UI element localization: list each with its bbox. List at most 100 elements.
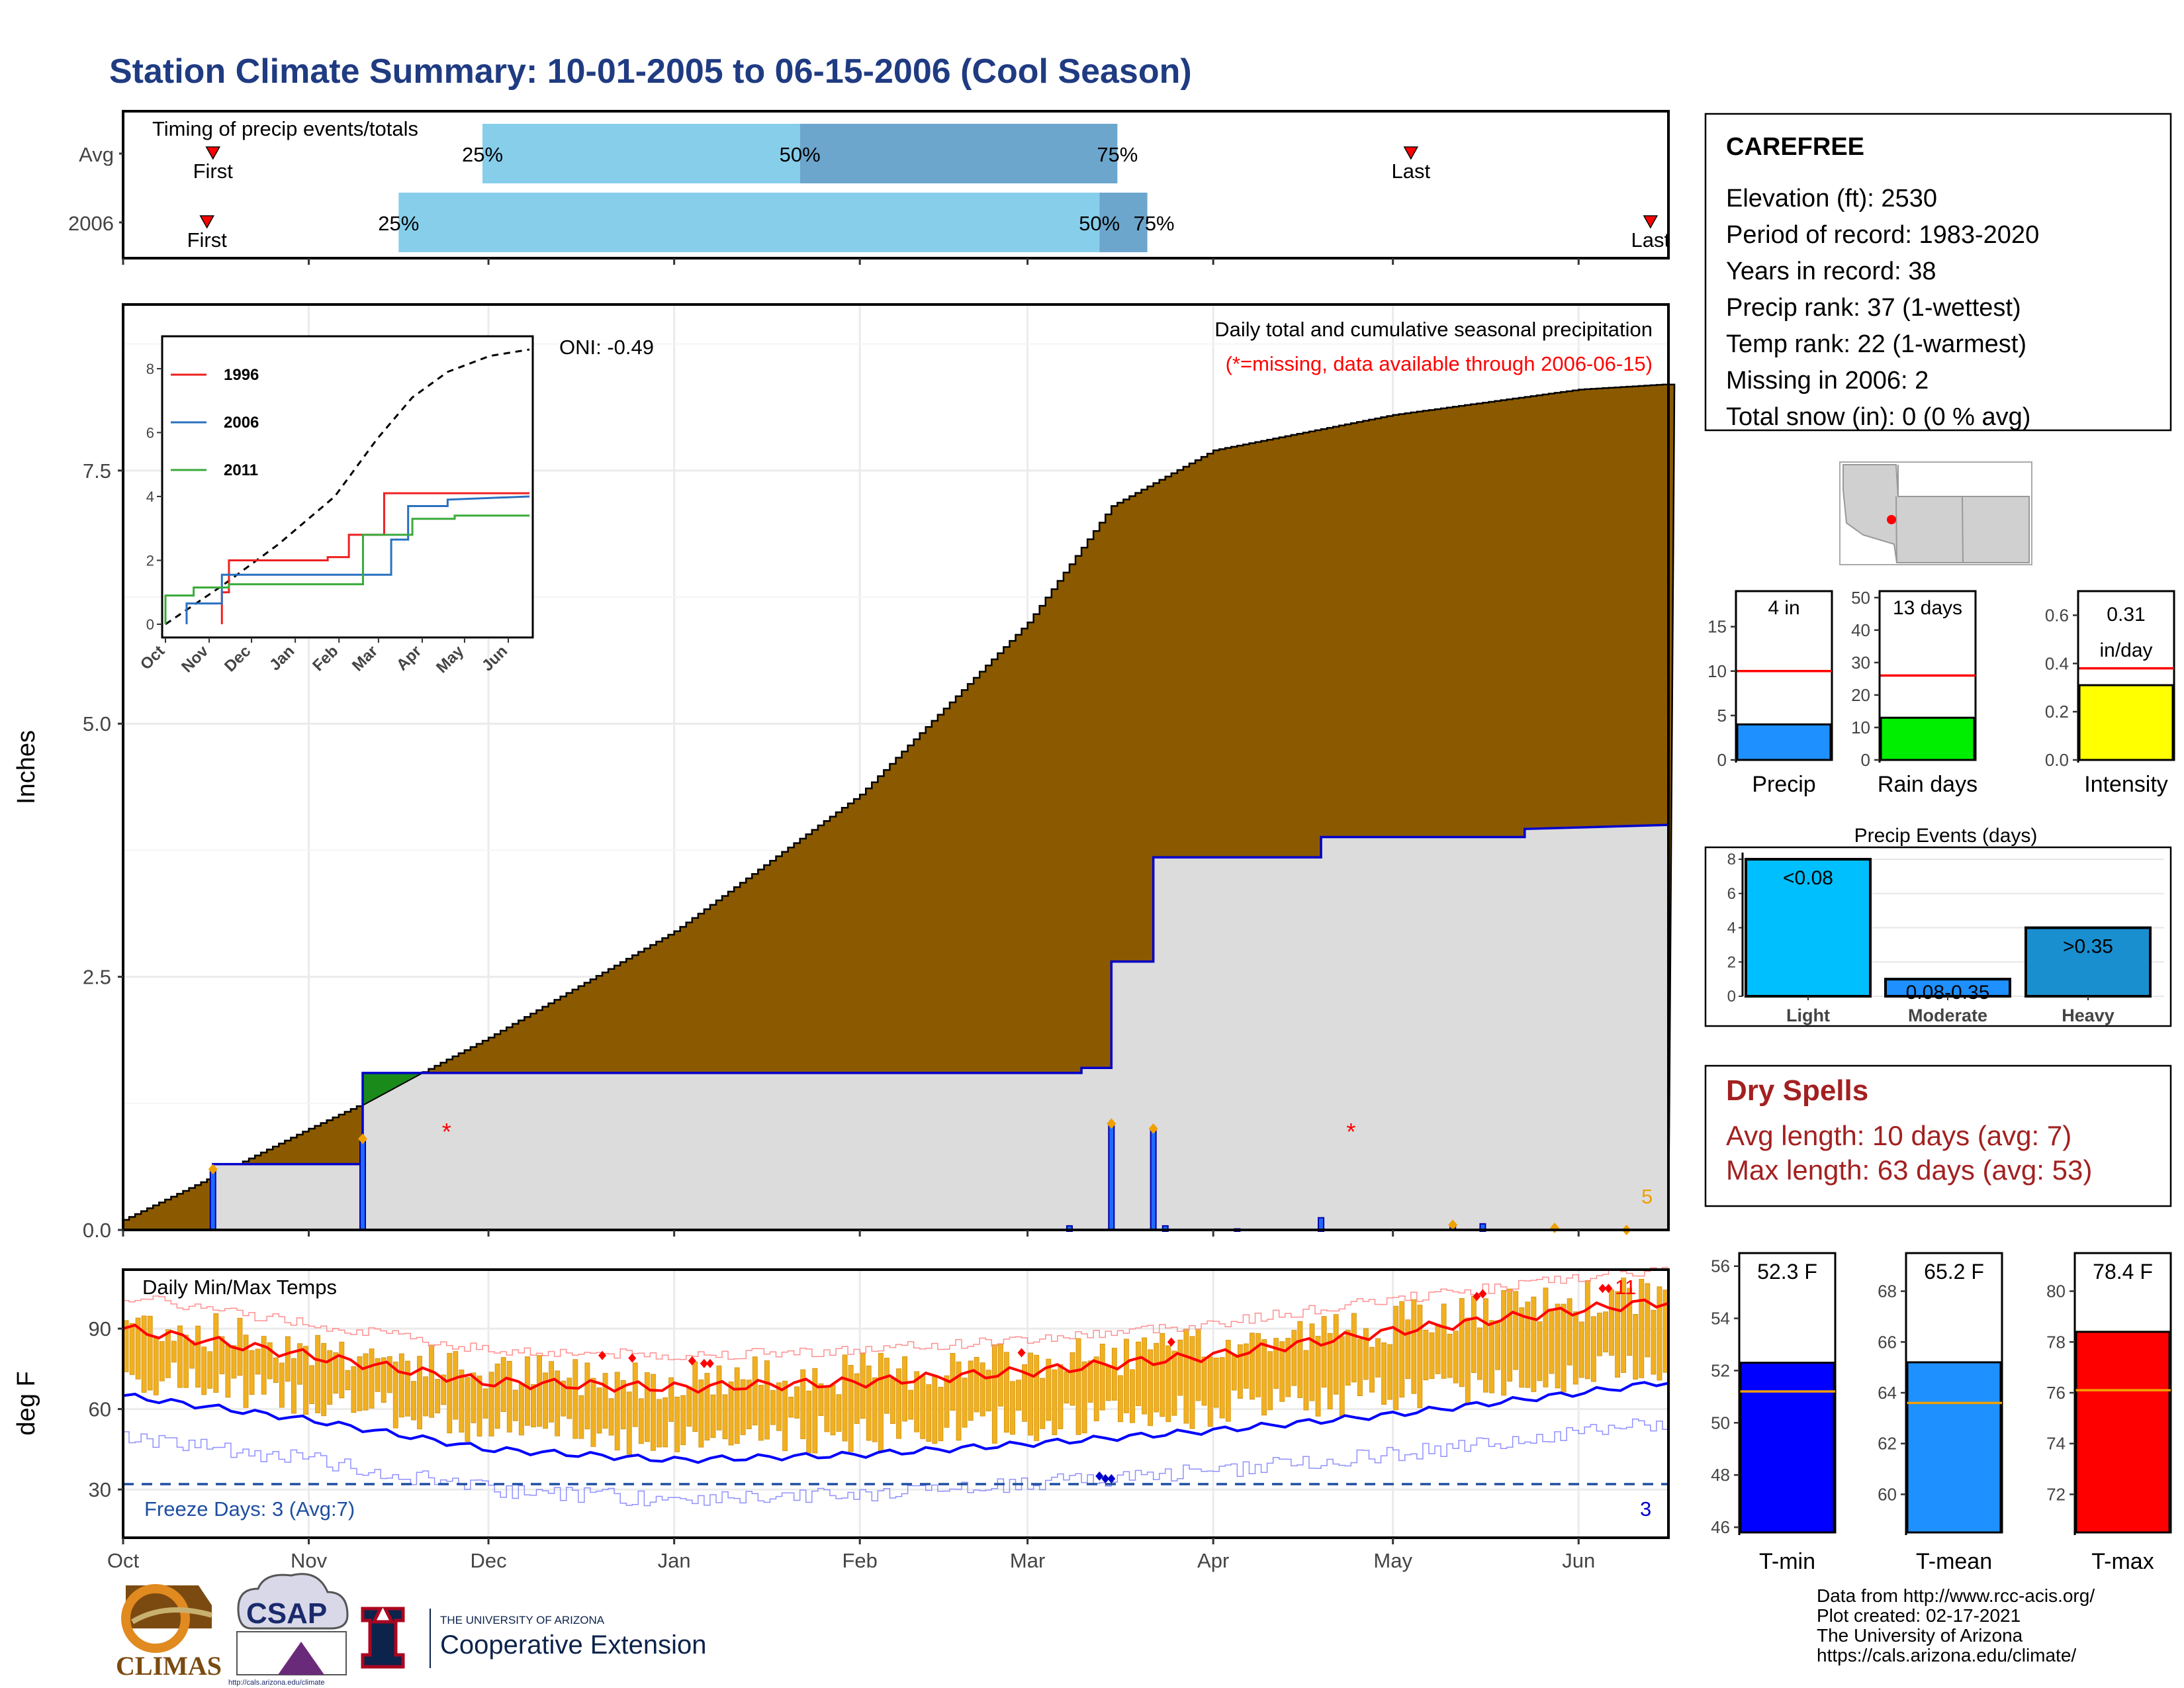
daily-temp-bar xyxy=(602,1373,608,1429)
daily-temp-bar xyxy=(596,1387,602,1434)
daily-temp-bar xyxy=(315,1335,321,1413)
first-label: First xyxy=(187,228,228,252)
inset-legend-label: 1996 xyxy=(224,366,259,384)
record-high-line xyxy=(123,1266,1668,1360)
record-low-line xyxy=(123,1419,1668,1507)
daily-temp-bar xyxy=(788,1397,794,1418)
inset-legend-label: 2006 xyxy=(224,414,259,432)
daily-temp-bar xyxy=(770,1390,776,1425)
daily-temp-bar xyxy=(351,1366,357,1413)
daily-temp-bar xyxy=(500,1357,506,1412)
daily-temp-bar xyxy=(171,1340,177,1363)
daily-temp-bar xyxy=(1177,1339,1183,1396)
station-info-line: Years in record: 38 xyxy=(1726,258,1936,285)
daily-temp-bar xyxy=(1507,1288,1513,1382)
precip-ytick-label: 2.5 xyxy=(83,966,111,989)
daily-temp-bar xyxy=(1596,1313,1602,1356)
timing-title: Timing of precip events/totals xyxy=(152,117,418,140)
summary-ytick-label: 10 xyxy=(1851,718,1870,737)
record-high-marker xyxy=(1167,1337,1175,1347)
daily-temp-bar xyxy=(818,1383,824,1417)
daily-temp-bar xyxy=(1165,1345,1171,1423)
inset-legend-label: 2011 xyxy=(224,461,258,479)
precip-events-chart: Precip Events (days) 0 2 4 6 8 <0.08 Light 0.08… xyxy=(1704,825,2172,1027)
daily-temp-bar xyxy=(441,1374,447,1405)
daily-temp-bar xyxy=(1250,1333,1255,1400)
daily-temp-bar xyxy=(512,1389,518,1421)
daily-temp-bar xyxy=(417,1356,422,1430)
daily-temp-bar xyxy=(1471,1295,1477,1374)
daily-temp-bar xyxy=(1303,1350,1309,1411)
daily-temp-bar xyxy=(1633,1314,1639,1380)
temp-bar-value-text: 65.2 F xyxy=(1924,1260,1984,1284)
precip-event-bar-text: 0.08-0.35 xyxy=(1906,982,1990,1004)
cold-count: 3 xyxy=(1640,1497,1651,1521)
timing-label-25: 25% xyxy=(462,143,503,166)
daily-temp-bar xyxy=(1016,1380,1021,1411)
events-ytick-label: 4 xyxy=(1727,919,1736,937)
station-info-line: Period of record: 1983-2020 xyxy=(1726,221,2039,249)
timing-label-75: 75% xyxy=(1134,212,1175,235)
daily-temp-bar xyxy=(680,1395,686,1446)
daily-temp-bar xyxy=(1267,1351,1273,1411)
precip-y-label: Inches xyxy=(13,730,40,804)
daily-temp-bar xyxy=(1291,1330,1297,1386)
daily-temp-bar xyxy=(321,1342,327,1417)
daily-temp-bar xyxy=(1387,1344,1393,1400)
missing-marker: * xyxy=(1346,1118,1355,1145)
temp-bar-ytick-label: 66 xyxy=(1878,1332,1897,1352)
daily-temp-bar xyxy=(1201,1356,1207,1406)
temp-panel: 30 60 90 deg F Daily Min/Max Temps Freeze … xyxy=(13,1266,1670,1572)
event-marker xyxy=(1107,1118,1116,1129)
daily-temp-bar xyxy=(1429,1332,1435,1380)
daily-temp-bar xyxy=(524,1356,530,1426)
summary-bar-value-text: 4 in xyxy=(1768,597,1799,619)
hot-count: 11 xyxy=(1615,1276,1636,1299)
temp-bar-label: T-max xyxy=(2091,1549,2154,1574)
daily-temp-bar xyxy=(231,1345,237,1379)
daily-temp-bar xyxy=(482,1388,488,1419)
daily-temp-bar xyxy=(1525,1301,1531,1388)
precip-ytick-label: 5.0 xyxy=(83,712,111,735)
station-location-marker xyxy=(1887,515,1896,524)
daily-temp-bar xyxy=(932,1376,938,1444)
daily-temp-bar xyxy=(1207,1356,1213,1427)
freeze-day-marker xyxy=(1101,1474,1110,1483)
daily-temp-bar xyxy=(1052,1369,1058,1435)
daily-temp-bar xyxy=(740,1379,746,1435)
daily-temp-bar xyxy=(1237,1344,1243,1399)
daily-temp-bar xyxy=(494,1363,500,1429)
daily-temp-bar xyxy=(572,1359,578,1439)
daily-temp-bar xyxy=(561,1380,567,1417)
daily-temp-bar xyxy=(273,1357,279,1383)
daily-temp-bar xyxy=(926,1384,932,1442)
daily-temp-bar xyxy=(183,1335,189,1388)
timing-label-50: 50% xyxy=(780,143,821,166)
daily-temp-bar xyxy=(141,1315,147,1393)
daily-temp-bar xyxy=(1369,1346,1375,1393)
page-title: Station Climate Summary: 10-01-2005 to 0… xyxy=(109,52,1192,91)
daily-temp-bar xyxy=(938,1387,944,1442)
daily-temp-bar xyxy=(471,1372,477,1423)
temp-bar-value-text: 78.4 F xyxy=(2093,1260,2153,1284)
daily-temp-bar xyxy=(1154,1342,1160,1413)
daily-temp-bar xyxy=(1105,1365,1111,1401)
daily-temp-bar xyxy=(518,1383,524,1436)
daily-temp-bar xyxy=(662,1397,668,1448)
daily-temp-bar xyxy=(477,1376,482,1437)
daily-temp-bar xyxy=(567,1378,572,1419)
precip-corner-count: 5 xyxy=(1641,1185,1653,1208)
daily-temp-bar xyxy=(411,1381,416,1421)
precip-event-bar xyxy=(2025,926,2152,998)
summary-bar-unit-text: in/day xyxy=(2099,639,2152,661)
daily-temp-bar xyxy=(255,1348,261,1375)
summary-bar-label: Precip xyxy=(1752,772,1815,797)
credit-line: https://cals.arizona.edu/climate/ xyxy=(1817,1645,2076,1665)
daily-temp-bar xyxy=(543,1372,548,1429)
daily-temp-bar xyxy=(1069,1352,1075,1406)
daily-temp-bar xyxy=(1441,1303,1447,1379)
daily-temp-bar xyxy=(1285,1338,1291,1397)
summary-bar-label: Intensity xyxy=(2084,772,2168,797)
daily-temp-bar xyxy=(1273,1338,1279,1389)
dry-spells-avg: Avg length: 10 days (avg: 7) xyxy=(1726,1120,2071,1151)
